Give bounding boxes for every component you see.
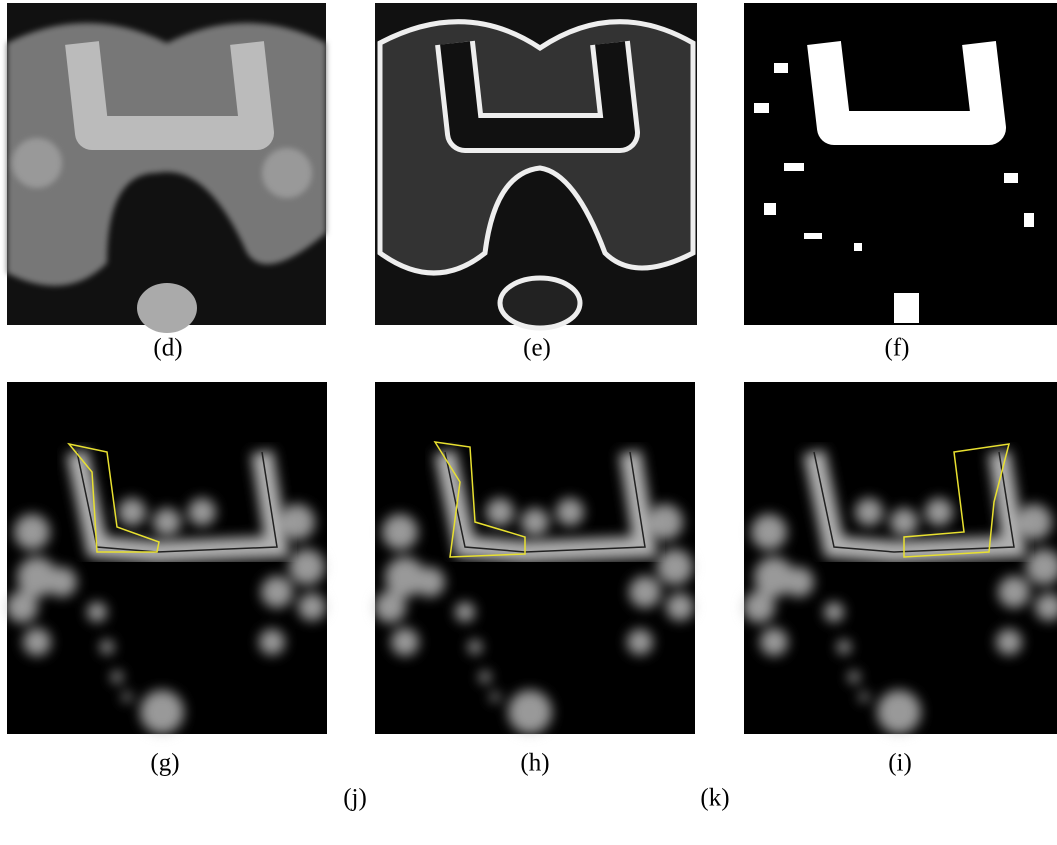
panel-label: (i) (888, 750, 912, 777)
figure-page: (d) (e) (f) (g) (h) (i) (j) (k) (0, 0, 1057, 845)
panel-label: (f) (885, 335, 910, 362)
panel-label: (e) (523, 335, 551, 362)
panel-image (374, 382, 695, 734)
panel-label: (g) (150, 750, 179, 777)
footer-label: (j) (343, 785, 367, 812)
panel-label: (d) (153, 335, 182, 362)
footer-label: (k) (700, 785, 729, 812)
panel-image (744, 3, 1057, 325)
panel-image (6, 382, 327, 734)
panel-image (743, 382, 1057, 734)
figure: (d) (e) (f) (g) (h) (i) (j) (k) (0, 0, 1057, 845)
panel-image (375, 3, 697, 328)
panel-image (7, 3, 326, 333)
panel-label: (h) (520, 750, 549, 777)
